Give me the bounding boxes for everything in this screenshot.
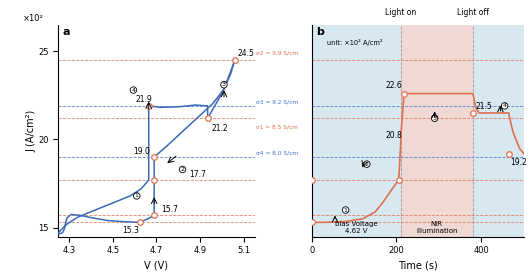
Text: σ2 = 9.9 S/cm: σ2 = 9.9 S/cm xyxy=(256,51,298,56)
Text: 15.7: 15.7 xyxy=(161,205,178,214)
X-axis label: Time (s): Time (s) xyxy=(398,261,437,271)
X-axis label: V (V): V (V) xyxy=(144,261,168,271)
Text: bias Voltage
4.62 V: bias Voltage 4.62 V xyxy=(335,221,378,234)
Text: 15.3: 15.3 xyxy=(123,226,140,235)
Text: 4: 4 xyxy=(503,103,507,108)
Text: 3: 3 xyxy=(222,82,226,87)
Text: 22.6: 22.6 xyxy=(386,81,402,90)
Text: 19.2: 19.2 xyxy=(510,158,527,167)
Text: 2: 2 xyxy=(180,167,185,172)
Text: 1: 1 xyxy=(135,193,139,199)
Text: 21.5: 21.5 xyxy=(476,103,492,111)
Bar xyxy=(473,25,524,236)
Text: 20.8: 20.8 xyxy=(386,131,402,140)
Y-axis label: J (A/cm²): J (A/cm²) xyxy=(26,109,37,152)
Text: NIR
illumination: NIR illumination xyxy=(416,221,458,234)
Text: 2: 2 xyxy=(365,162,369,167)
Text: Light on: Light on xyxy=(385,8,416,17)
Text: 3: 3 xyxy=(433,116,436,121)
Text: a: a xyxy=(62,27,70,37)
Text: 21.2: 21.2 xyxy=(212,124,229,133)
Text: unit: ×10² A/cm²: unit: ×10² A/cm² xyxy=(326,39,382,46)
Bar xyxy=(401,25,473,236)
Text: b: b xyxy=(316,27,324,37)
Text: σ3 = 9.2 S/cm: σ3 = 9.2 S/cm xyxy=(256,99,298,104)
Text: Light off: Light off xyxy=(457,8,489,17)
Text: σ4 = 8.0 S/cm: σ4 = 8.0 S/cm xyxy=(256,150,298,155)
Text: 17.7: 17.7 xyxy=(189,169,206,178)
Text: 4: 4 xyxy=(131,87,135,93)
Text: 24.5: 24.5 xyxy=(237,49,254,58)
Text: σ1 = 8.5 S/cm: σ1 = 8.5 S/cm xyxy=(256,125,298,130)
Text: 19.0: 19.0 xyxy=(133,147,150,156)
Text: 1: 1 xyxy=(344,208,348,213)
Text: 21.9: 21.9 xyxy=(135,95,152,104)
Text: ×10²: ×10² xyxy=(23,14,43,23)
